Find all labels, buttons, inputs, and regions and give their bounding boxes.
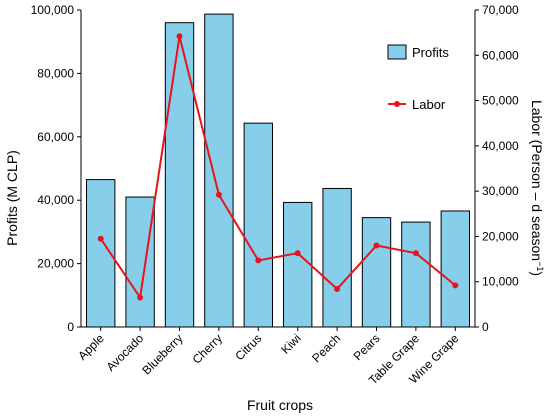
legend-labor-marker — [394, 101, 400, 107]
y2-tick-label: 10,000 — [482, 275, 519, 289]
y-tick-label: 20,000 — [37, 257, 74, 271]
x-tick-label: Apple — [75, 331, 107, 363]
legend: Profits Labor — [387, 44, 449, 112]
labor-point-kiwi — [294, 250, 301, 257]
y2-axis-title: Labor (Person – d season−1) — [529, 100, 545, 276]
x-tick-label: Blueberry — [139, 331, 185, 377]
bar-citrus — [243, 122, 273, 328]
labor-point-apple — [97, 235, 104, 242]
legend-labor-label: Labor — [412, 97, 446, 112]
y2-tick-label: 60,000 — [482, 48, 519, 62]
y-tick-label: 0 — [67, 320, 74, 334]
y-tick-label: 100,000 — [31, 3, 75, 17]
x-tick-label: Peach — [309, 331, 343, 365]
line-layer — [97, 33, 459, 301]
labor-point-cherry — [215, 191, 222, 198]
bar-wine-grape — [440, 210, 470, 328]
x-tick-label: Cherry — [190, 331, 225, 366]
y2-tick-label: 40,000 — [482, 139, 519, 153]
labor-point-peach — [334, 285, 341, 292]
labor-point-citrus — [255, 257, 262, 264]
y2-axis-title-close: ) — [529, 271, 545, 276]
y2-axis-title-main: Labor (Person – d season — [529, 100, 545, 261]
y2-tick-label: 70,000 — [482, 3, 519, 17]
bar-kiwi — [283, 201, 313, 328]
y2-tick-label: 0 — [482, 320, 489, 334]
labor-point-wine-grape — [452, 282, 459, 289]
bars-layer — [86, 13, 470, 328]
labor-point-table-grape — [412, 250, 419, 257]
y2-tick-label: 50,000 — [482, 94, 519, 108]
y2-axis-title-superscript: −1 — [535, 261, 545, 271]
x-tick-label: Pears — [351, 331, 383, 363]
bar-blueberry — [164, 22, 195, 328]
x-tick-label: Citrus — [232, 331, 264, 363]
x-tick-label: Kiwi — [278, 331, 303, 356]
bar-table-grape — [401, 221, 431, 328]
labor-line — [99, 36, 456, 301]
bar-cherry — [204, 13, 234, 328]
y-tick-label: 40,000 — [37, 193, 74, 207]
y-tick-label: 80,000 — [37, 66, 74, 80]
labor-point-avocado — [137, 294, 144, 301]
y-axis-title: Profits (M CLP) — [4, 150, 20, 246]
legend-profits-swatch — [387, 44, 407, 60]
y-tick-label: 60,000 — [37, 130, 74, 144]
labor-point-pears — [373, 242, 380, 249]
labor-point-blueberry — [176, 33, 183, 40]
bar-peach — [322, 187, 352, 328]
x-axis-title: Fruit crops — [247, 397, 313, 413]
bar-avocado — [125, 196, 155, 328]
y2-tick-label: 30,000 — [482, 184, 519, 198]
legend-profits-label: Profits — [412, 45, 449, 60]
bar-pears — [361, 217, 392, 328]
y2-tick-label: 20,000 — [482, 229, 519, 243]
